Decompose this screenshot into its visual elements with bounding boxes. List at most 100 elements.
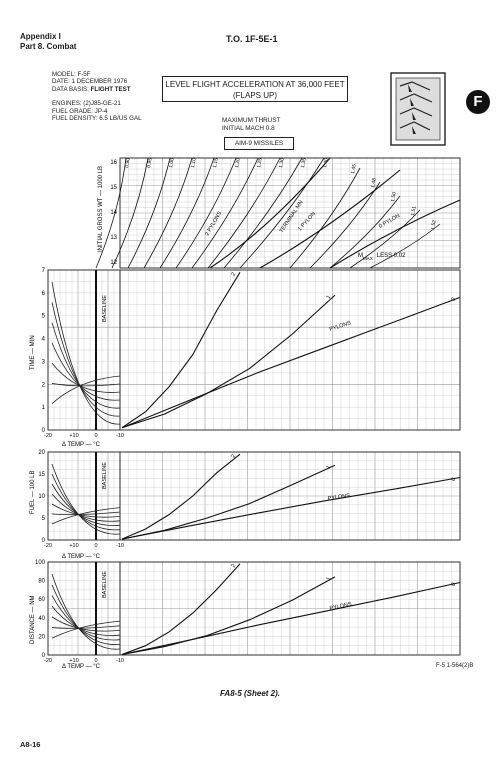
temp-correction-curve: [51, 584, 121, 645]
y-tick-label: 60: [38, 597, 45, 603]
part-label: Part 8. Combat: [20, 42, 77, 51]
pylon-boundary-line: [259, 169, 401, 269]
gross-wt-tick: 14: [110, 210, 117, 216]
temp-correction-curve: [51, 493, 121, 522]
mach-line: [223, 157, 303, 269]
temp-correction-curve: [51, 473, 121, 531]
gross-wt-tick: 12: [110, 260, 117, 266]
temp-correction-curve: [51, 383, 121, 387]
pylon-boundary-line: [329, 199, 461, 269]
temp-correction-curve: [51, 322, 121, 409]
mach-label: 1.30: [278, 158, 286, 169]
mmax-m: M: [358, 253, 363, 259]
appendix-header: Appendix I Part 8. Combat: [20, 32, 76, 52]
temp-axis-label-1: Δ TEMP — °C: [62, 442, 101, 448]
series-line-2: [121, 453, 241, 540]
mach-label: 1.00: [168, 158, 176, 169]
mach-line: [111, 157, 149, 269]
series-label-one: 1: [326, 465, 333, 471]
thrust-setting: MAXIMUM THRUST: [222, 117, 281, 124]
fuel-axis-label: FUEL — 100 LB: [30, 471, 36, 514]
mach-line: [329, 195, 401, 269]
pylons-label-fuel: PYLONS: [327, 493, 350, 502]
distance-axis-label: DISTANCE — NM: [30, 595, 36, 644]
temp-tick-label: -20: [44, 658, 52, 664]
mach-label: 1.51: [410, 206, 418, 217]
series-label-one: 1: [326, 576, 333, 582]
two-pylons-label: 2 PYLONS: [205, 210, 224, 237]
mach-label: 1.15: [212, 158, 220, 169]
mach-label: 1.45: [350, 164, 358, 175]
data-basis-line: DATA BASIS: FLIGHT TEST: [52, 86, 142, 93]
mach-label: 1.20: [234, 158, 242, 169]
mach-line: [369, 223, 441, 269]
temp-tick-label: +10: [69, 433, 78, 439]
series-line-2: [121, 272, 241, 429]
temp-axis-label-3: Δ TEMP — °C: [62, 664, 101, 670]
mach-line: [175, 157, 237, 269]
mach-line: [95, 157, 127, 269]
series-line-2: [121, 563, 241, 656]
mach-label: 1.25: [256, 158, 264, 169]
temp-correction-curve: [51, 375, 121, 405]
baseline-label-time: BASELINE: [102, 295, 108, 322]
temp-correction-curve: [51, 620, 121, 639]
section-badge: F: [466, 90, 490, 114]
page-number: A8-16: [20, 740, 41, 749]
y-tick-label: 40: [38, 616, 45, 622]
data-basis-label: DATA BASIS:: [52, 85, 89, 93]
temp-tick-label: -10: [116, 543, 124, 549]
y-tick-label: 5: [42, 516, 46, 522]
baseline-label-fuel: BASELINE: [102, 462, 108, 489]
series-label-zero: 0: [451, 477, 458, 483]
main-grid-frame: [119, 561, 461, 656]
series-label-two: 2: [231, 454, 238, 460]
mach-label: 1.48: [370, 178, 378, 189]
chart-curves: [51, 157, 461, 656]
fuel-grade-line: FUEL GRADE: JP-4: [52, 107, 108, 115]
mach-label: 1.52: [430, 220, 438, 231]
series-line-1: [121, 576, 336, 656]
temp-correction-curve: [51, 595, 121, 641]
temp-tick-label: -20: [44, 543, 52, 549]
y-tick-label: 2: [42, 382, 46, 388]
chart-title-box: LEVEL FLIGHT ACCELERATION AT 36,000 FEET…: [162, 76, 348, 102]
series-line-0: [121, 296, 461, 429]
series-line-0: [121, 581, 461, 656]
y-tick-label: 0: [42, 428, 46, 434]
mach-label: 1.35: [300, 158, 308, 169]
y-tick-label: 3: [42, 359, 46, 365]
temp-tick-label: +10: [69, 658, 78, 664]
temp-correction-curve: [51, 302, 121, 417]
chart-text: INITIAL GROSS WT — 1000 LB TIME — MIN FU…: [30, 158, 457, 670]
series-label-zero: 0: [451, 582, 458, 588]
temp-tick-label: -10: [116, 658, 124, 664]
gross-wt-tick: 13: [110, 235, 117, 241]
temp-correction-curve: [51, 503, 121, 518]
temp-correction-curve: [51, 511, 121, 516]
y-tick-label: 0: [42, 653, 46, 659]
series-line-0: [121, 476, 461, 540]
temp-tick-label: 0: [94, 433, 97, 439]
y-tick-label: 20: [38, 450, 45, 456]
y-tick-label: 5: [42, 314, 46, 320]
temp-correction-curve: [51, 362, 121, 393]
figure-reference: F-5 1-564(2)B: [436, 663, 474, 669]
baseline-label-distance: BASELINE: [102, 571, 108, 598]
gross-wt-tick: 15: [110, 185, 117, 191]
y-tick-label: 6: [42, 291, 46, 297]
temp-correction-curve: [51, 573, 121, 650]
initial-mach: INITIAL MACH 0.8: [222, 124, 275, 132]
date-line: DATE: 1 DECEMBER 1976: [52, 78, 128, 86]
zero-pylon-label: 0 PYLON: [378, 213, 401, 230]
flight-conditions: MAXIMUM THRUST INITIAL MACH 0.8: [222, 117, 280, 132]
chart-meta: MODEL: F-5F DATE: 1 DECEMBER 1976 DATA B…: [52, 71, 142, 122]
y-tick-label: 80: [38, 579, 45, 585]
temp-correction-curve: [51, 463, 121, 535]
mach-label: 0.90: [124, 158, 132, 169]
mach-label: 0.95: [146, 158, 154, 169]
mach-label: 1.40: [322, 158, 330, 169]
pylons-label-distance: PYLONS: [329, 601, 352, 612]
mach-line: [349, 209, 421, 269]
main-grid-frame: [119, 269, 461, 431]
